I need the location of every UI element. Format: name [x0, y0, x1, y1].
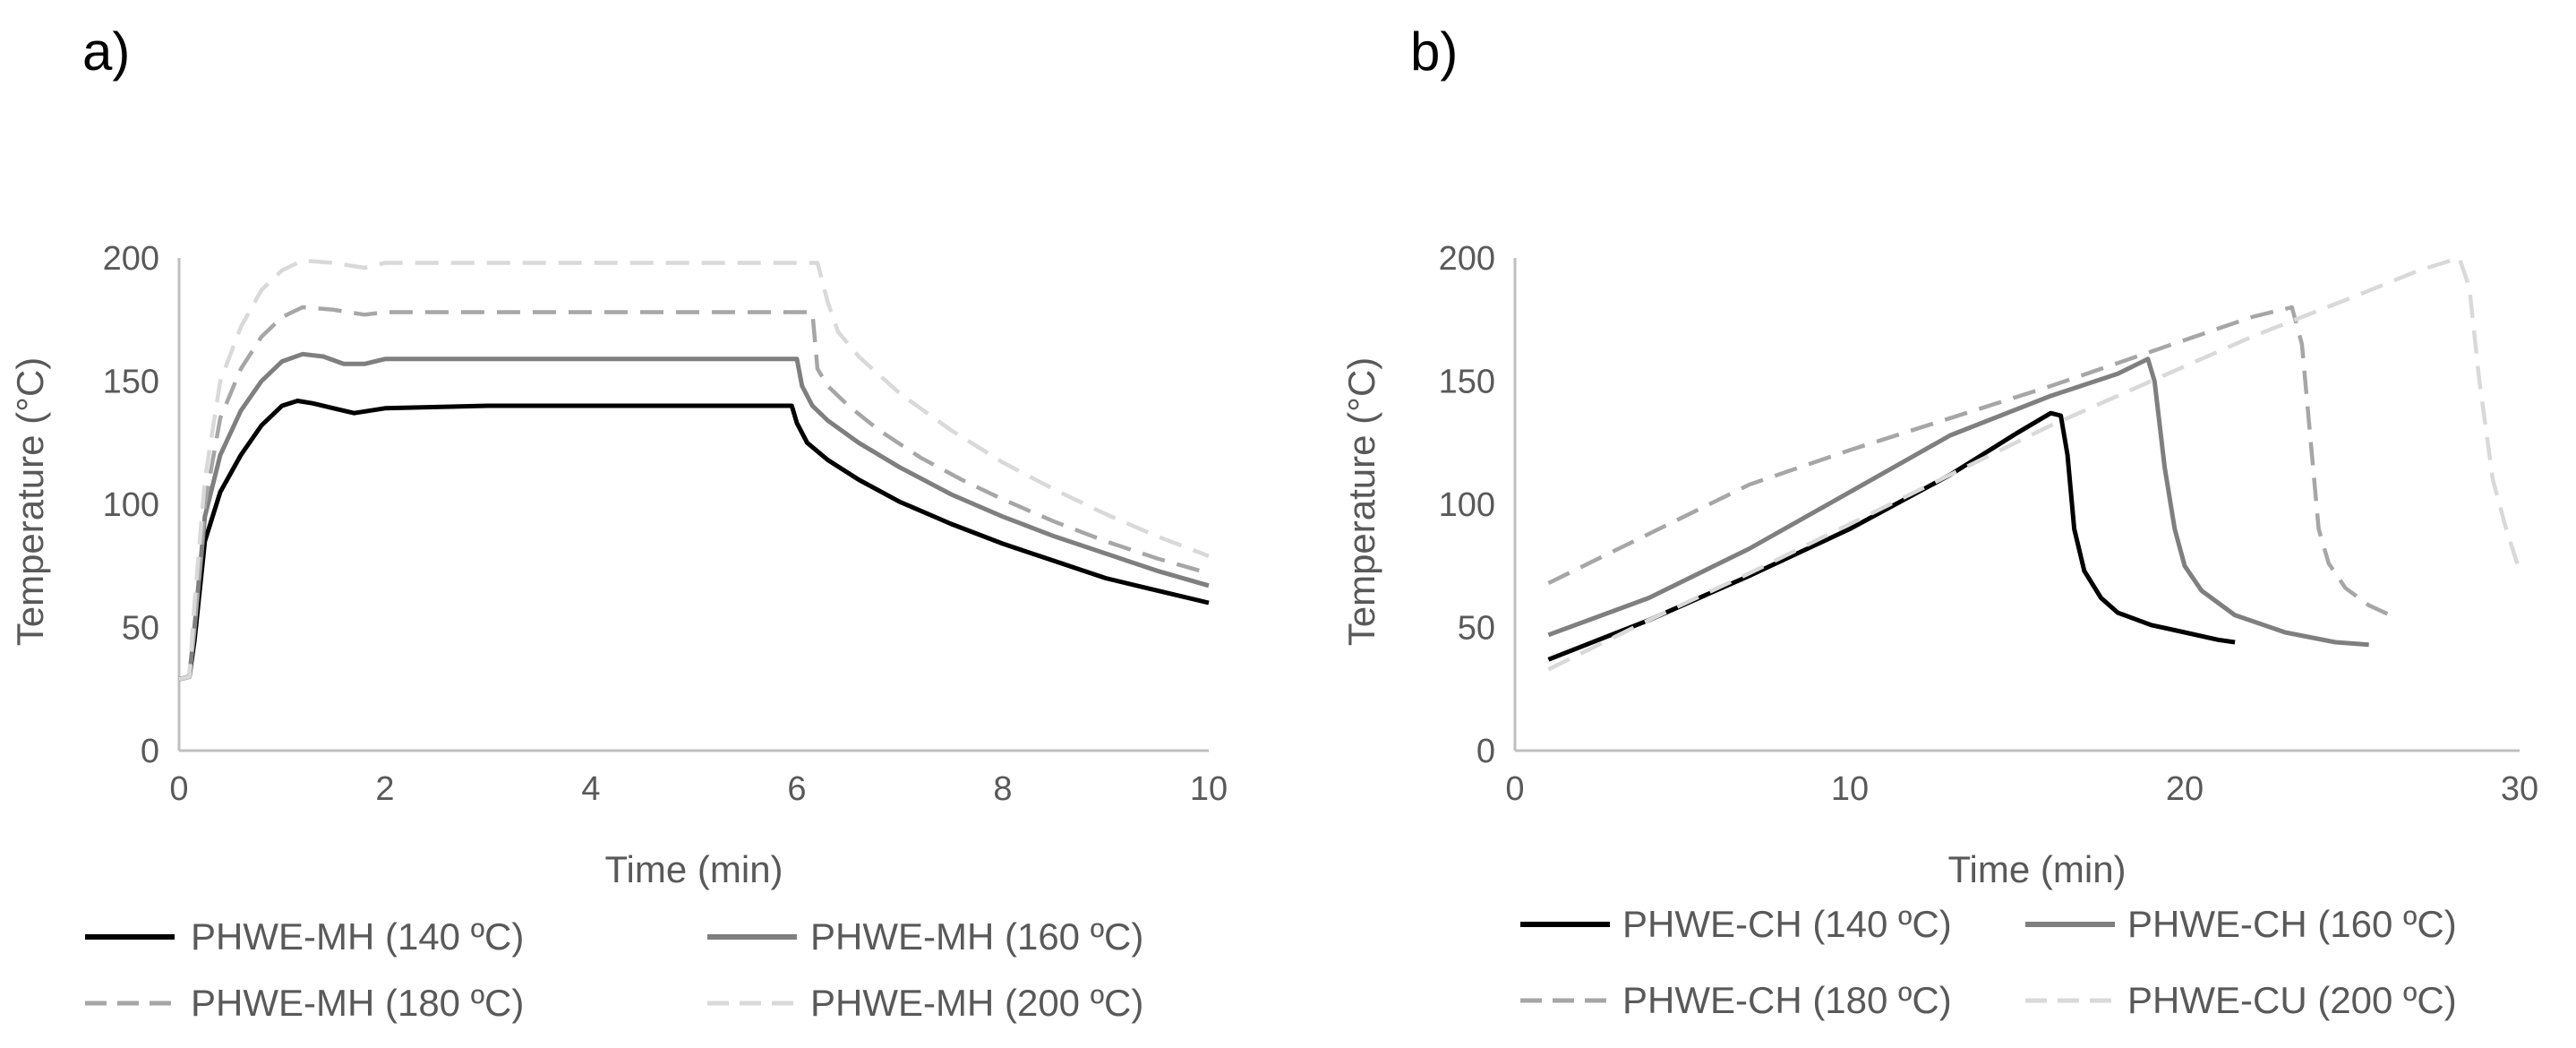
legend-item: PHWE-CU (200 ºC) — [2025, 979, 2457, 1021]
series-line-1 — [1547, 410, 2236, 662]
series-line-3 — [1547, 305, 2397, 620]
y-tick-label: 150 — [1439, 364, 1495, 401]
panel-a-chart: a) Temperature (°C) Time (min) 050100150… — [9, 21, 1228, 1024]
panel-a-legend: PHWE-MH (140 ºC) PHWE-MH (160 ºC) PHWE-M… — [85, 915, 1143, 1024]
x-tick-label: 0 — [1505, 770, 1524, 808]
legend-item: PHWE-MH (140 ºC) — [85, 915, 524, 958]
panel-a-y-axis-title: Temperature (°C) — [9, 357, 51, 647]
panel-a-x-axis-title: Time (min) — [604, 848, 783, 890]
x-tick-label: 6 — [787, 770, 806, 808]
legend-label-4: PHWE-CU (200 ºC) — [2127, 979, 2457, 1021]
series-line-1 — [178, 399, 1210, 682]
x-tick-label: 10 — [1190, 770, 1228, 808]
y-tick-label: 150 — [103, 364, 159, 401]
legend-label-4: PHWE-MH (200 ºC) — [810, 982, 1143, 1024]
x-tick-label: 30 — [2501, 770, 2538, 808]
legend-label-2: PHWE-CH (160 ºC) — [2127, 903, 2457, 945]
y-tick-label: 0 — [1476, 733, 1495, 770]
y-tick-label: 0 — [141, 733, 159, 770]
x-tick-label: 2 — [375, 770, 394, 808]
legend-item: PHWE-MH (160 ºC) — [707, 915, 1143, 958]
legend-item: PHWE-MH (180 ºC) — [85, 982, 524, 1024]
legend-label-2: PHWE-MH (160 ºC) — [810, 915, 1143, 958]
y-tick-label: 200 — [1439, 240, 1495, 278]
y-tick-label: 100 — [1439, 486, 1495, 524]
y-tick-label: 100 — [103, 486, 159, 524]
legend-label-3: PHWE-CH (180 ºC) — [1622, 979, 1952, 1021]
x-tick-label: 4 — [581, 770, 600, 808]
legend-label-1: PHWE-MH (140 ºC) — [191, 915, 524, 958]
panel-b-legend: PHWE-CH (140 ºC) PHWE-CH (160 ºC) PHWE-C… — [1520, 903, 2457, 1021]
y-tick-label: 50 — [122, 610, 159, 648]
y-tick-label: 50 — [1458, 610, 1495, 648]
series-line-2 — [178, 351, 1210, 682]
x-tick-label: 20 — [2166, 770, 2204, 808]
x-tick-label: 8 — [993, 770, 1012, 808]
x-tick-label: 10 — [1831, 770, 1869, 808]
series-line-4 — [178, 258, 1210, 682]
panel-b-chart: b) Temperature (°C) Time (min) 050100150… — [1340, 21, 2538, 1021]
series-line-3 — [178, 305, 1210, 682]
legend-item: PHWE-CH (180 ºC) — [1520, 979, 1952, 1021]
legend-label-1: PHWE-CH (140 ºC) — [1622, 903, 1952, 945]
legend-item: PHWE-MH (200 ºC) — [707, 982, 1143, 1024]
legend-item: PHWE-CH (140 ºC) — [1520, 903, 1952, 945]
panel-b-y-axis-title: Temperature (°C) — [1340, 357, 1382, 647]
y-tick-label: 200 — [103, 240, 159, 278]
legend-item: PHWE-CH (160 ºC) — [2025, 903, 2457, 945]
legend-label-3: PHWE-MH (180 ºC) — [191, 982, 524, 1024]
series-line-2 — [1547, 356, 2369, 648]
panel-b-label: b) — [1410, 21, 1458, 82]
panel-b-x-axis-title: Time (min) — [1947, 848, 2126, 890]
x-tick-label: 0 — [169, 770, 188, 808]
panel-a-label: a) — [82, 21, 130, 82]
series-line-4 — [1547, 255, 2522, 672]
